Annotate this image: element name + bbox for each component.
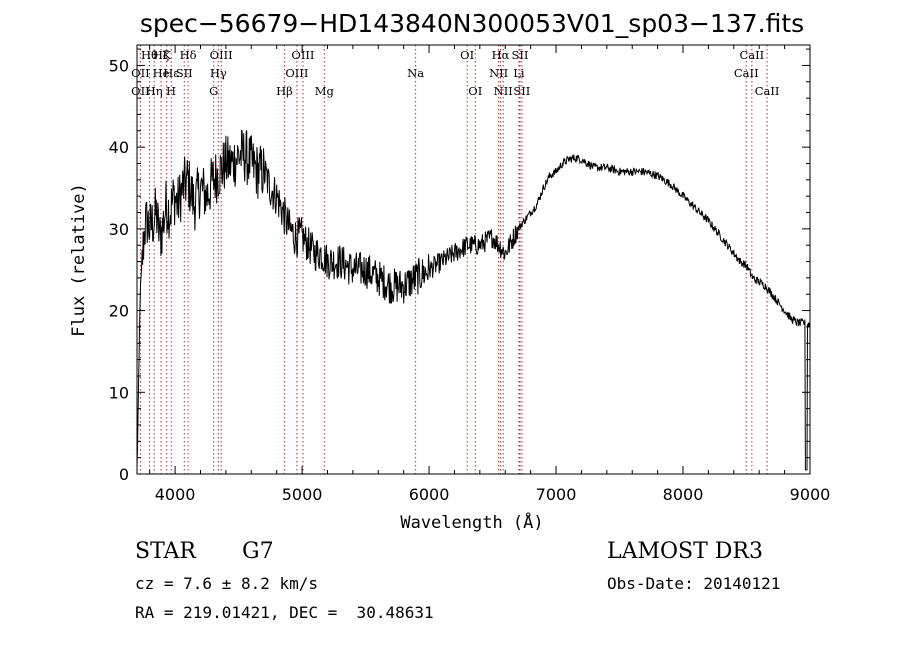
- x-tick-label: 7000: [536, 485, 577, 504]
- spectral-line-label: OIII: [285, 66, 308, 80]
- spectral-line-label: SII: [513, 84, 530, 98]
- spectral-line-label: CaII: [739, 48, 764, 62]
- x-tick-label: 8000: [663, 485, 704, 504]
- spectral-line-label: G: [209, 84, 218, 98]
- spectral-line-label: Hη: [146, 84, 163, 98]
- spectral-line-label: OI: [460, 48, 474, 62]
- x-tick-label: 9000: [790, 485, 831, 504]
- spectral-line-label: Li: [513, 66, 525, 80]
- spectral-line-label: OII: [131, 84, 150, 98]
- spectral-line-label: Hγ: [210, 66, 227, 80]
- spectral-line-label: SII: [176, 66, 193, 80]
- x-tick-label: 4000: [155, 485, 196, 504]
- x-axis: 4000 5000 6000 7000 8000 9000: [149, 45, 831, 504]
- y-tick-label: 40: [109, 138, 129, 157]
- y-tick-label: 10: [109, 383, 129, 402]
- redshift-cz: cz = 7.6 ± 8.2 km/s: [135, 574, 319, 593]
- spectral-line-label: H: [166, 84, 176, 98]
- spectral-line-label: OIII: [210, 48, 233, 62]
- spectrum-line: [137, 129, 810, 471]
- spectral-line-label: Hβ: [276, 84, 293, 98]
- spectral-line-label: CaII: [755, 84, 780, 98]
- spectral-line-label: OIII: [291, 48, 314, 62]
- object-type: STAR: [135, 539, 196, 564]
- y-tick-label: 50: [109, 56, 129, 75]
- spectral-line-label: Hθ: [141, 48, 158, 62]
- spectral-line-label: Mg: [315, 84, 335, 98]
- y-axis-label: Flux (relative): [69, 183, 89, 337]
- spectral-line-label: He: [153, 66, 170, 80]
- object-subclass: G7: [242, 539, 274, 564]
- observation-date: Obs-Date: 20140121: [607, 574, 781, 593]
- x-tick-label: 6000: [409, 485, 450, 504]
- survey-name: LAMOST DR3: [607, 539, 763, 564]
- spectral-line-markers: [139, 45, 768, 474]
- chart-title: spec−56679−HD143840N300053V01_sp03−137.f…: [140, 9, 804, 38]
- spectral-line-label: SII: [511, 48, 528, 62]
- y-tick-label: 0: [119, 465, 129, 484]
- spectral-line-label: Na: [407, 66, 424, 80]
- plot-frame: [136, 44, 811, 475]
- spectral-line-label: CaII: [734, 66, 759, 80]
- y-tick-label: 20: [109, 302, 129, 321]
- x-axis-label: Wavelength (Å): [400, 511, 543, 533]
- spectral-line-label: K: [162, 48, 171, 62]
- spectral-line-label: OII: [131, 66, 150, 80]
- spectral-line-label: OI: [468, 84, 482, 98]
- spectral-line-label: Hα: [492, 48, 510, 62]
- spectral-line-label: Hζ: [153, 48, 169, 62]
- ra-dec-coordinates: RA = 219.01421, DEC = 30.48631: [135, 603, 434, 622]
- spectral-line-label: NII: [489, 66, 508, 80]
- y-tick-label: 30: [109, 220, 129, 239]
- spectral-line-label: NII: [494, 84, 513, 98]
- y-axis: 0 10 20 30 40 50: [109, 48, 810, 484]
- x-tick-label: 5000: [282, 485, 323, 504]
- spectral-line-label: Hδ: [180, 48, 197, 62]
- spectral-line-label: Hε: [163, 66, 179, 80]
